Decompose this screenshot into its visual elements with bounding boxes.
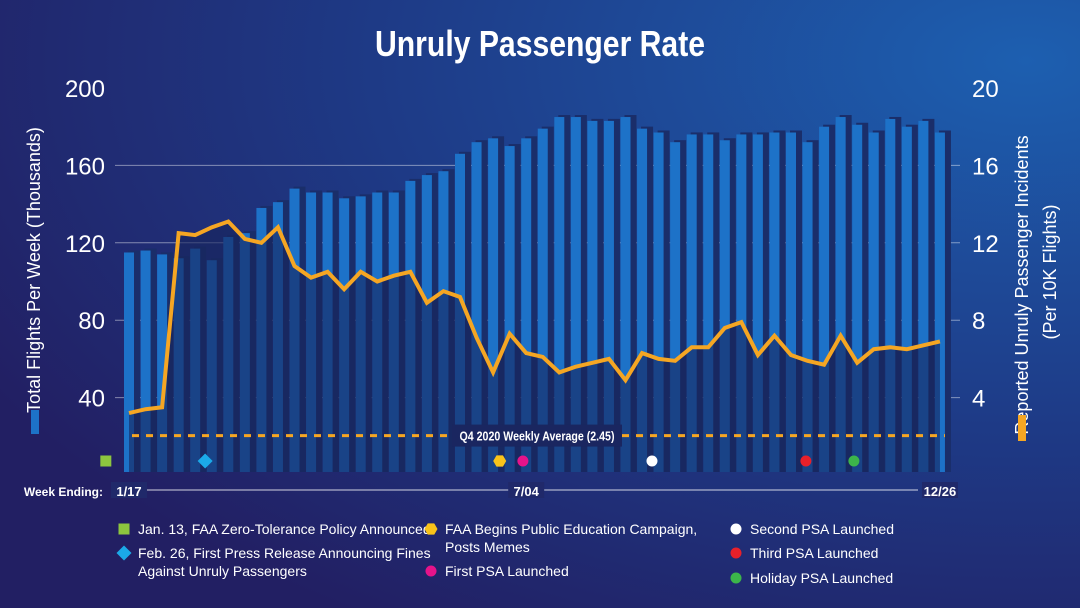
legend-circle-icon: [730, 572, 742, 584]
left-tick-label: 40: [78, 386, 105, 413]
bar: [686, 134, 697, 472]
right-axis-subtitle: (Per 10K Flights): [1040, 204, 1060, 339]
bar: [670, 142, 681, 472]
legend-square-icon: [118, 523, 130, 535]
bar: [140, 250, 151, 472]
left-axis-legend-swatch: [31, 410, 39, 434]
bar: [471, 142, 482, 472]
bar: [901, 126, 912, 472]
tick-label-bg: [921, 482, 958, 498]
bar: [124, 252, 134, 472]
bar: [637, 128, 648, 472]
bar: [736, 134, 747, 472]
legend-hexagon-icon: [424, 523, 438, 535]
x-tick-label: 12/26: [924, 484, 957, 499]
x-axis-title: Week Ending:: [24, 485, 103, 499]
left-axis-title: Total Flights Per Week (Thousands): [24, 127, 44, 413]
legend-label: Jan. 13, FAA Zero-Tolerance Policy Annou…: [138, 521, 431, 537]
bar: [537, 128, 548, 472]
bar: [885, 118, 896, 473]
left-tick-label: 200: [65, 76, 105, 103]
legend-label: Third PSA Launched: [750, 545, 878, 561]
event-marker-square-icon: [100, 455, 112, 467]
left-tick-label: 80: [78, 308, 105, 335]
right-tick-label: 20: [972, 76, 999, 103]
x-tick-label: 7/04: [514, 484, 540, 499]
event-marker-circle-icon: [800, 455, 812, 467]
event-marker-hexagon-icon: [493, 455, 507, 467]
bar: [868, 132, 879, 472]
bar: [504, 146, 515, 473]
event-marker-circle-icon: [517, 455, 529, 467]
chart-title: Unruly Passenger Rate: [375, 23, 705, 64]
legend-label-line2: Posts Memes: [445, 539, 530, 555]
tick-label-bg: [111, 482, 147, 498]
event-marker-diamond-icon: [197, 453, 213, 469]
legend-label: Feb. 26, First Press Release Announcing …: [138, 545, 431, 561]
bar: [521, 138, 532, 472]
right-tick-label: 8: [972, 308, 985, 335]
bar: [603, 120, 614, 473]
x-tick-label: 1/17: [116, 484, 141, 499]
bar: [802, 142, 813, 472]
right-tick-label: 16: [972, 153, 999, 180]
bar: [786, 132, 796, 472]
bar: [703, 134, 714, 472]
bar: [918, 120, 929, 473]
legend-label: Second PSA Launched: [750, 521, 894, 537]
incident-rate-line: [128, 219, 941, 416]
bar: [554, 117, 565, 473]
left-tick-label: 120: [65, 231, 105, 258]
bar: [157, 254, 168, 472]
legend-circle-icon: [425, 565, 437, 577]
bar: [835, 117, 846, 473]
bar: [587, 120, 598, 473]
legend-label-line2: Against Unruly Passengers: [138, 563, 307, 579]
right-axis-title: Reported Unruly Passenger Incidents: [1012, 135, 1032, 434]
legend-diamond-icon: [116, 545, 132, 561]
bar: [488, 138, 499, 472]
reference-line-label: Q4 2020 Weekly Average (2.45): [460, 429, 615, 444]
bar: [570, 117, 581, 473]
event-marker-circle-icon: [646, 455, 658, 467]
legend-label: First PSA Launched: [445, 563, 569, 579]
bar: [719, 140, 730, 472]
left-tick-label: 160: [65, 153, 105, 180]
event-marker-circle-icon: [848, 455, 860, 467]
bar: [934, 132, 945, 472]
legend-label: FAA Begins Public Education Campaign,: [445, 521, 697, 537]
bar: [819, 126, 830, 472]
bar: [653, 132, 664, 472]
bar: [769, 132, 780, 472]
right-axis-legend-swatch: [1018, 415, 1026, 441]
legend-circle-icon: [730, 547, 742, 559]
reference-label-bg: [452, 424, 622, 447]
line-area-shade: [129, 221, 940, 472]
bar: [852, 124, 863, 472]
tick-label-bg: [508, 482, 545, 498]
right-tick-label: 12: [972, 231, 999, 258]
right-tick-label: 4: [972, 386, 985, 413]
legend-circle-icon: [730, 523, 742, 535]
legend-label: Holiday PSA Launched: [750, 570, 893, 586]
bar: [620, 117, 631, 473]
bar: [752, 134, 763, 472]
